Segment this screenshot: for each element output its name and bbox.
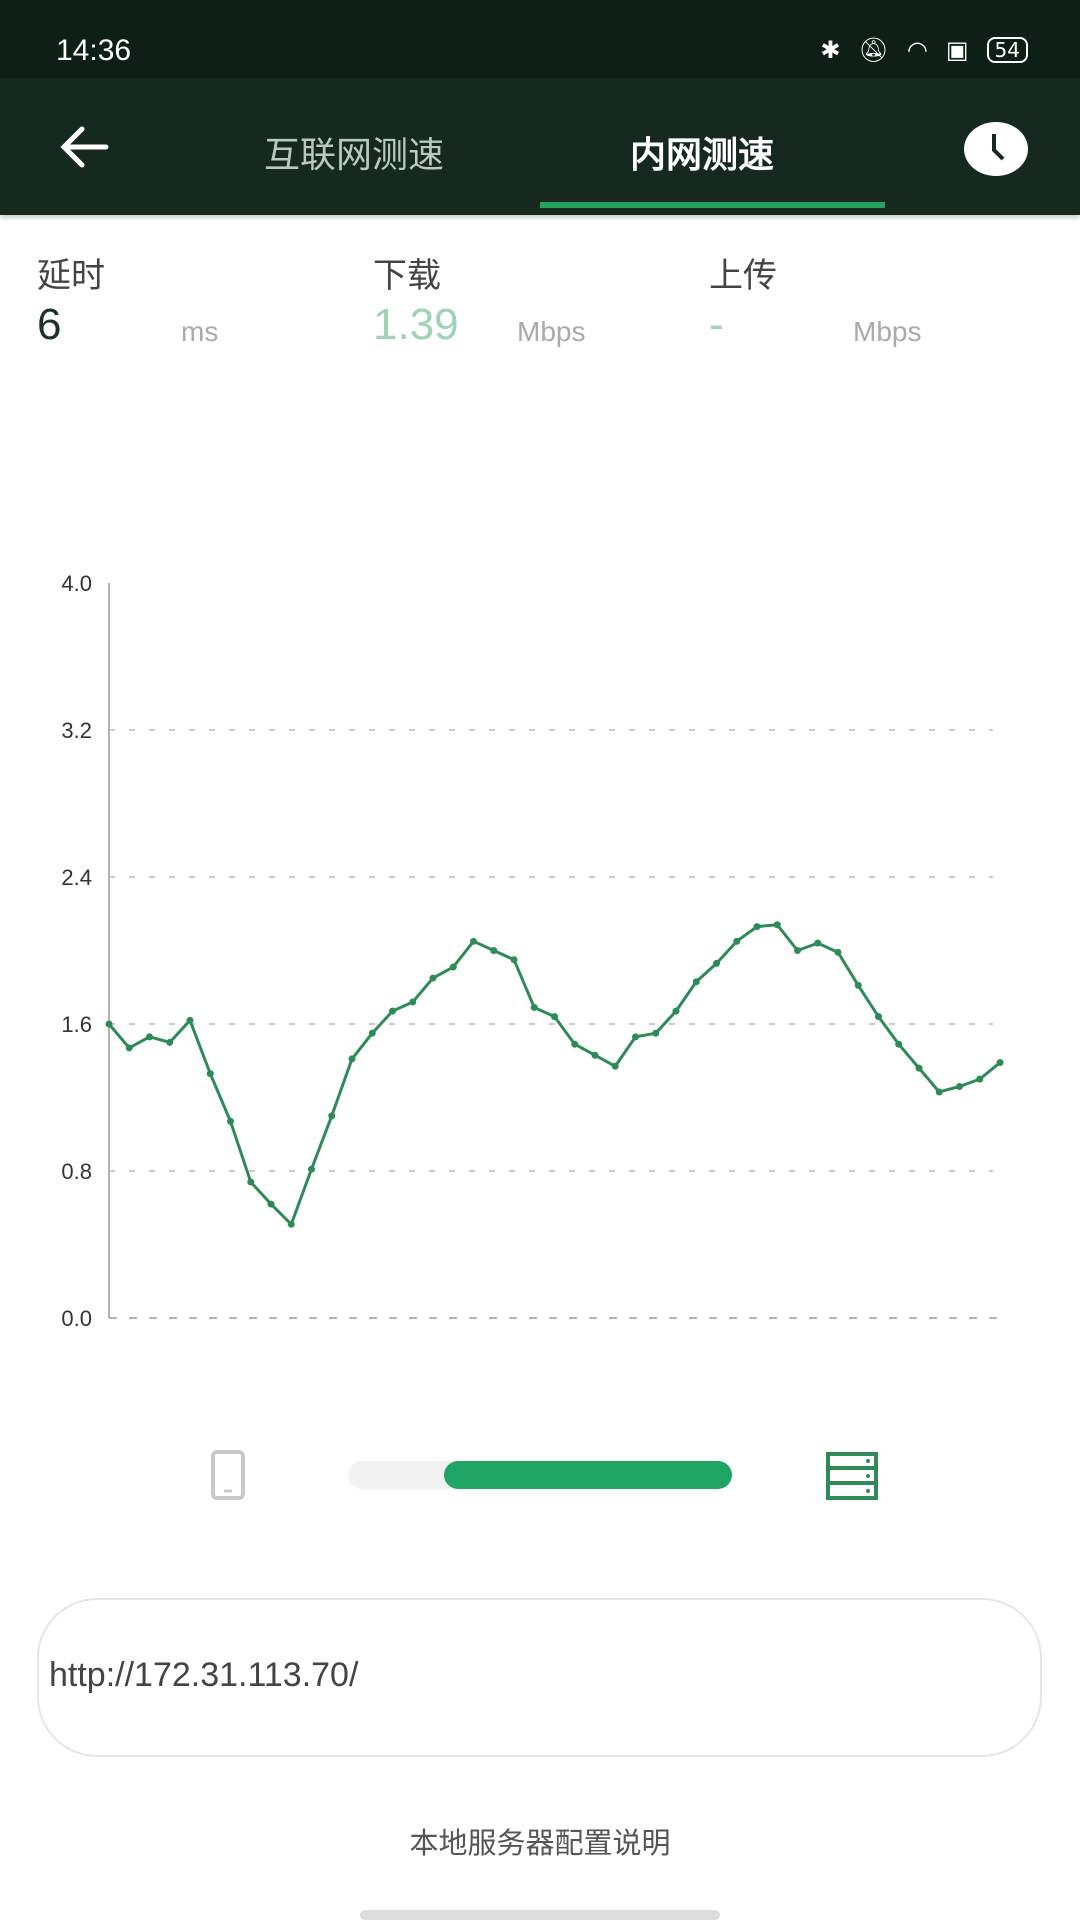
progress-track bbox=[348, 1461, 732, 1489]
bell-off-icon: 🔕︎ bbox=[858, 36, 889, 64]
data-point bbox=[794, 947, 801, 954]
data-point bbox=[227, 1117, 234, 1125]
y-tick-label: 2.4 bbox=[61, 865, 92, 890]
bluetooth-icon: ✱ bbox=[820, 36, 841, 64]
y-tick-label: 1.6 bbox=[61, 1012, 92, 1037]
data-point bbox=[530, 1003, 538, 1011]
data-point bbox=[267, 1200, 275, 1208]
latency-label: 延时 bbox=[37, 256, 105, 296]
data-point bbox=[105, 1020, 113, 1028]
data-point bbox=[551, 1013, 558, 1021]
data-point bbox=[814, 939, 822, 947]
status-time: 14:36 bbox=[56, 34, 132, 67]
y-tick-label: 0.8 bbox=[61, 1159, 92, 1184]
data-point bbox=[632, 1033, 639, 1041]
data-point bbox=[146, 1033, 153, 1041]
data-point bbox=[915, 1064, 923, 1072]
data-point bbox=[895, 1040, 903, 1048]
latency-unit: ms bbox=[181, 316, 219, 347]
data-point bbox=[956, 1082, 963, 1090]
data-point bbox=[166, 1038, 174, 1046]
data-point bbox=[733, 937, 741, 945]
data-point bbox=[389, 1007, 396, 1015]
tab-internet-speed[interactable]: 互联网测速 bbox=[264, 134, 445, 175]
status-bar: 14:36 ✱ 🔕︎ ◠ ▣ 54 bbox=[0, 0, 1080, 78]
top-bar: 互联网测速 内网测速 bbox=[0, 78, 1080, 215]
upload-value: - bbox=[709, 300, 724, 349]
speed-chart: 0.0 0.8 1.6 2.4 3.2 4.0 bbox=[61, 571, 1004, 1331]
active-tab-indicator bbox=[540, 202, 885, 208]
data-point bbox=[571, 1040, 579, 1048]
upload-unit: Mbps bbox=[853, 316, 922, 347]
data-point bbox=[773, 921, 781, 929]
data-point bbox=[308, 1165, 315, 1173]
data-point bbox=[125, 1044, 133, 1052]
data-point bbox=[328, 1112, 336, 1120]
data-point bbox=[672, 1007, 680, 1015]
download-stat: 下载 1.39 Mbps bbox=[373, 248, 585, 349]
data-point bbox=[470, 937, 477, 945]
server-icon bbox=[826, 1452, 878, 1500]
data-point bbox=[935, 1088, 943, 1096]
data-point bbox=[287, 1220, 295, 1228]
local-server-help-link[interactable]: 本地服务器配置说明 bbox=[409, 1826, 671, 1860]
data-point bbox=[834, 948, 842, 956]
home-indicator[interactable] bbox=[360, 1910, 720, 1920]
data-point bbox=[186, 1016, 194, 1024]
data-point bbox=[611, 1062, 619, 1070]
series-line bbox=[107, 923, 1001, 1226]
progress-fill bbox=[444, 1461, 732, 1489]
data-point bbox=[490, 947, 498, 954]
data-point bbox=[713, 959, 720, 967]
data-point bbox=[591, 1051, 599, 1059]
history-clock-icon[interactable] bbox=[964, 122, 1028, 176]
download-unit: Mbps bbox=[517, 316, 586, 347]
tab-lan-speed[interactable]: 内网测速 bbox=[630, 134, 775, 175]
data-point bbox=[449, 963, 457, 971]
data-point bbox=[996, 1059, 1004, 1067]
data-point bbox=[854, 981, 862, 989]
data-point bbox=[976, 1075, 984, 1083]
y-tick-label: 3.2 bbox=[61, 718, 92, 743]
data-point bbox=[348, 1055, 356, 1063]
sim-icon: ▣ bbox=[945, 36, 969, 64]
data-point bbox=[409, 998, 417, 1006]
data-point bbox=[652, 1029, 660, 1037]
download-label: 下载 bbox=[373, 256, 441, 296]
data-point bbox=[429, 974, 437, 982]
back-arrow-icon[interactable] bbox=[56, 122, 112, 172]
data-point bbox=[753, 923, 761, 931]
data-point bbox=[510, 956, 518, 964]
data-point bbox=[875, 1013, 882, 1021]
data-point bbox=[692, 978, 700, 986]
upload-label: 上传 bbox=[709, 256, 777, 296]
data-point bbox=[368, 1029, 376, 1037]
y-tick-label: 0.0 bbox=[61, 1306, 92, 1331]
download-value: 1.39 bbox=[373, 300, 459, 349]
latency-value: 6 bbox=[37, 300, 62, 349]
upload-stat: 上传 - Mbps bbox=[709, 248, 921, 349]
server-url-text: http://172.31.113.70/ bbox=[49, 1656, 359, 1694]
y-tick-label: 4.0 bbox=[61, 571, 92, 596]
latency-stat: 延时 6 ms bbox=[37, 248, 218, 349]
server-url-input[interactable]: http://172.31.113.70/ bbox=[37, 1598, 1042, 1757]
data-point bbox=[206, 1070, 214, 1078]
phone-icon bbox=[211, 1450, 245, 1500]
wifi-icon: ◠ bbox=[906, 36, 928, 64]
data-point bbox=[247, 1178, 255, 1186]
battery-icon: 54 bbox=[986, 37, 1028, 63]
